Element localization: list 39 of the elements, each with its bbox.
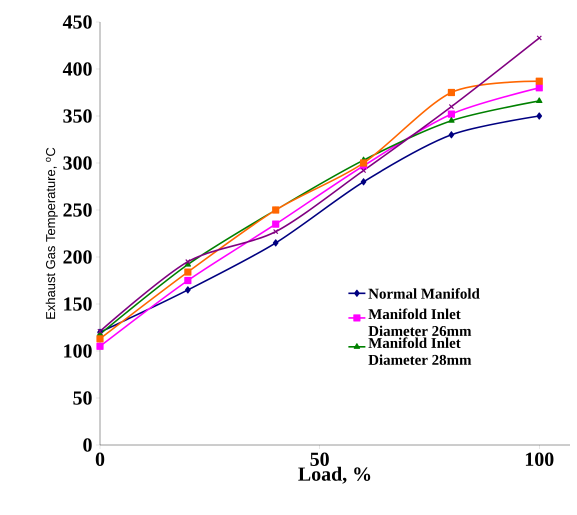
point: [536, 97, 542, 104]
x-axis-title: Load, %: [298, 466, 370, 484]
point: [536, 78, 543, 85]
x-tick-label: 100: [526, 452, 554, 466]
y-tick-label: 350: [63, 109, 92, 123]
point: [272, 228, 278, 234]
point: [185, 258, 191, 264]
y-tick-label: 50: [73, 391, 92, 405]
point: [185, 286, 191, 294]
y-tick-label: 200: [63, 250, 92, 264]
x-tick-label: 0: [96, 452, 104, 466]
point: [360, 178, 366, 186]
point: [360, 159, 368, 167]
y-tick-label: 300: [63, 156, 92, 170]
point: [536, 112, 542, 120]
legend-label: Manifold Inlet Diameter 28mm: [368, 337, 472, 365]
y-tick-label: 100: [64, 344, 92, 358]
point: [96, 335, 104, 342]
point: [184, 268, 192, 276]
point: [448, 110, 455, 118]
point: [448, 131, 454, 138]
point: [536, 84, 543, 92]
y-tick-label: 250: [63, 203, 92, 217]
y-tick-label: 400: [62, 62, 92, 76]
y-tick-label: 150: [64, 297, 92, 311]
point: [360, 168, 366, 174]
point: [184, 276, 192, 284]
y-axis-title: Exhaust Gas Temperature, $^{o}$C: [46, 148, 58, 319]
point: [448, 88, 455, 96]
legend-label: Manifold Inlet Diameter 26mm: [368, 308, 472, 336]
x-tick-label: 50: [310, 452, 329, 466]
y-tick-label: 0: [83, 438, 92, 452]
legend-label: Normal Manifold: [368, 288, 480, 299]
point: [96, 342, 104, 350]
point: [448, 117, 455, 123]
point: [272, 239, 279, 246]
point: [272, 220, 280, 228]
y-tick-label: 450: [62, 15, 92, 29]
point: [448, 104, 454, 110]
